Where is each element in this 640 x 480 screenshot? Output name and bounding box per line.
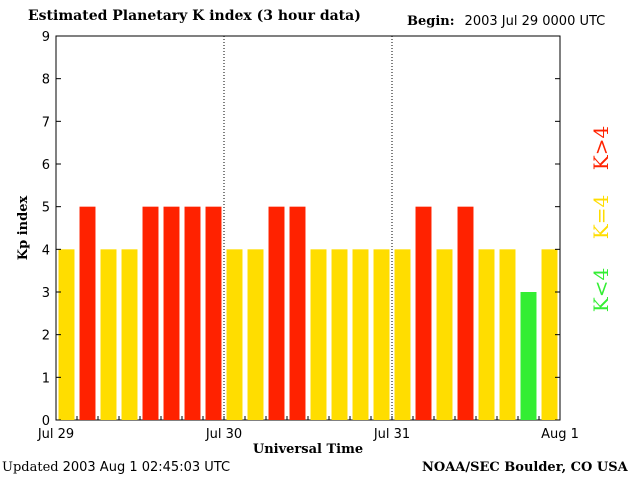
begin-value: 2003 Jul 29 0000 UTC — [464, 14, 606, 29]
y-tick-label: 4 — [42, 243, 50, 258]
legend-item: K<4 — [589, 268, 613, 312]
kp-bar — [79, 206, 96, 420]
kp-bar — [205, 206, 222, 420]
kp-bar — [373, 249, 390, 420]
x-axis: Jul 29 Jul 30 Jul 31 Aug 1 — [37, 416, 579, 442]
kp-bar — [247, 249, 264, 420]
kp-bar — [163, 206, 180, 420]
y-tick-label: 9 — [42, 30, 50, 45]
y-tick-label: 5 — [42, 201, 50, 216]
kp-bar — [268, 206, 285, 420]
updated-value: 2003 Aug 1 02:45:03 UTC — [62, 460, 231, 475]
kp-bar — [457, 206, 474, 420]
chart-title: Estimated Planetary K index (3 hour data… — [28, 8, 361, 24]
y-tick-label: 1 — [42, 371, 50, 386]
kp-bar — [310, 249, 327, 420]
kp-bar — [184, 206, 201, 420]
kp-bar — [331, 249, 348, 420]
updated-label: Updated — [2, 460, 59, 475]
legend: K<4 K=4 K>4 — [589, 126, 613, 312]
source-credit: NOAA/SEC Boulder, CO USA — [422, 460, 628, 475]
bars-group — [58, 206, 558, 420]
kp-bar — [142, 206, 159, 420]
y-tick-label: 6 — [42, 158, 50, 173]
begin-label: Begin: — [407, 14, 455, 29]
legend-item: K=4 — [589, 195, 613, 239]
y-tick-label: 3 — [42, 286, 50, 301]
x-tick-label: Jul 30 — [205, 427, 242, 442]
x-tick-label: Jul 31 — [373, 427, 410, 442]
plot-area — [55, 35, 561, 421]
x-axis-title: Universal Time — [253, 442, 363, 457]
legend-item: K>4 — [589, 126, 613, 170]
kp-bar — [100, 249, 117, 420]
kp-bar — [436, 249, 453, 420]
begin-info: Begin: 2003 Jul 29 0000 UTC — [407, 14, 605, 29]
kp-bar — [541, 249, 558, 420]
x-tick-label: Jul 29 — [37, 427, 74, 442]
kp-bar — [478, 249, 495, 420]
x-tick-label: Aug 1 — [541, 427, 579, 442]
y-axis: 0 1 2 3 4 5 6 7 8 9 — [42, 30, 560, 429]
updated-info: Updated 2003 Aug 1 02:45:03 UTC — [2, 460, 230, 475]
y-tick-label: 0 — [42, 414, 50, 429]
kp-bar — [394, 249, 411, 420]
y-axis-title: Kp index — [16, 196, 31, 261]
kp-bar — [499, 249, 516, 420]
kp-bar — [520, 292, 537, 420]
day-separators — [223, 36, 393, 420]
y-tick-label: 8 — [42, 73, 50, 88]
kp-bar — [121, 249, 138, 420]
kp-bar — [58, 249, 75, 420]
y-tick-label: 2 — [42, 329, 50, 344]
kp-bar — [289, 206, 306, 420]
kp-bar — [415, 206, 432, 420]
y-tick-label: 7 — [42, 115, 50, 130]
kp-bar — [352, 249, 369, 420]
kp-bar — [226, 249, 243, 420]
